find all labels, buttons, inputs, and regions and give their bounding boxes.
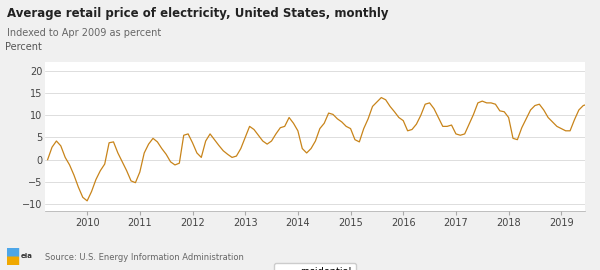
Text: eia: eia — [20, 254, 32, 259]
Text: Percent: Percent — [5, 42, 41, 52]
Text: Average retail price of electricity, United States, monthly: Average retail price of electricity, Uni… — [7, 7, 389, 20]
FancyBboxPatch shape — [6, 248, 19, 257]
Text: Indexed to Apr 2009 as percent: Indexed to Apr 2009 as percent — [7, 28, 161, 38]
FancyBboxPatch shape — [6, 256, 19, 265]
Text: Source: U.S. Energy Information Administration: Source: U.S. Energy Information Administ… — [45, 253, 244, 262]
Legend: residential: residential — [274, 263, 356, 270]
